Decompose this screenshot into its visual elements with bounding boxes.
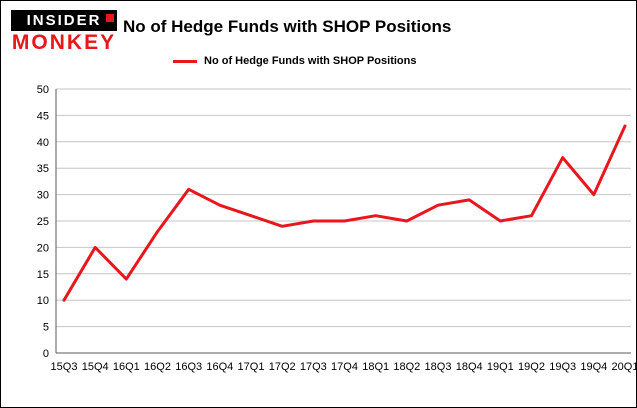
x-tick-label: 15Q3 <box>51 361 78 373</box>
x-tick-label: 18Q3 <box>425 361 452 373</box>
insider-monkey-logo: INSIDER MONKEY <box>11 10 117 55</box>
x-tick-label: 15Q4 <box>82 361 109 373</box>
y-tick-label: 40 <box>37 137 49 149</box>
logo-monkey-text: MONKEY <box>11 31 117 54</box>
x-tick-label: 16Q4 <box>206 361 233 373</box>
y-tick-label: 5 <box>43 322 49 334</box>
x-tick-label: 17Q1 <box>238 361 265 373</box>
legend-label: No of Hedge Funds with SHOP Positions <box>204 55 417 67</box>
legend: No of Hedge Funds with SHOP Positions <box>173 55 416 67</box>
y-tick-label: 20 <box>37 242 49 254</box>
x-tick-label: 17Q3 <box>300 361 327 373</box>
data-line <box>62 124 627 302</box>
y-tick-label: 35 <box>37 163 49 175</box>
legend-line-swatch <box>173 59 197 63</box>
y-tick-label: 45 <box>37 110 49 122</box>
x-tick-label: 19Q1 <box>487 361 514 373</box>
x-tick-label: 18Q1 <box>362 361 389 373</box>
logo-insider-text: INSIDER <box>11 10 117 31</box>
y-tick-label: 25 <box>37 216 49 228</box>
x-tick-label: 19Q4 <box>580 361 607 373</box>
x-tick-label: 16Q2 <box>144 361 171 373</box>
y-tick-label: 10 <box>37 295 49 307</box>
y-tick-label: 15 <box>37 269 49 281</box>
x-tick-label: 18Q2 <box>393 361 420 373</box>
x-tick-label: 16Q1 <box>113 361 140 373</box>
x-tick-label: 20Q1 <box>612 361 637 373</box>
x-tick-label: 19Q2 <box>518 361 545 373</box>
x-tick-label: 17Q4 <box>331 361 358 373</box>
chart-title: No of Hedge Funds with SHOP Positions <box>123 17 452 36</box>
y-tick-label: 30 <box>37 190 49 202</box>
y-tick-label: 0 <box>43 348 49 360</box>
x-tick-label: 16Q3 <box>175 361 202 373</box>
x-tick-label: 17Q2 <box>269 361 296 373</box>
x-tick-label: 19Q3 <box>549 361 576 373</box>
x-tick-label: 18Q4 <box>456 361 483 373</box>
logo-red-square-icon <box>106 14 114 22</box>
y-tick-label: 50 <box>37 84 49 96</box>
